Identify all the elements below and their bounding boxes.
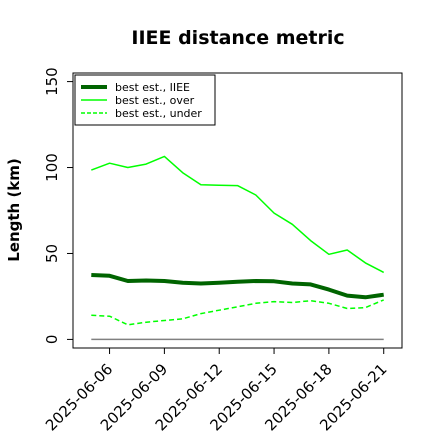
y-tick-label: 50: [43, 244, 61, 263]
x-axis: 2025-06-062025-06-092025-06-122025-06-15…: [42, 348, 391, 434]
y-axis-label: Length (km): [5, 158, 23, 262]
plot-frame: [72, 72, 403, 349]
y-axis: 0 50 100 150: [43, 67, 73, 344]
legend-label: best est., over: [115, 94, 195, 107]
legend-label: best est., IIEE: [115, 81, 190, 94]
chart-title: IIEE distance metric: [131, 27, 344, 49]
series-line-best-est-over: [91, 155, 385, 274]
legend-label: best est., under: [115, 107, 202, 120]
y-tick-label: 0: [43, 335, 61, 345]
series-line-best-est-under: [91, 299, 384, 326]
y-tick-label: 150: [43, 67, 61, 96]
series-layer: [91, 155, 385, 341]
series-line-best-est-iiee: [91, 273, 384, 300]
y-tick-label: 100: [43, 153, 61, 182]
